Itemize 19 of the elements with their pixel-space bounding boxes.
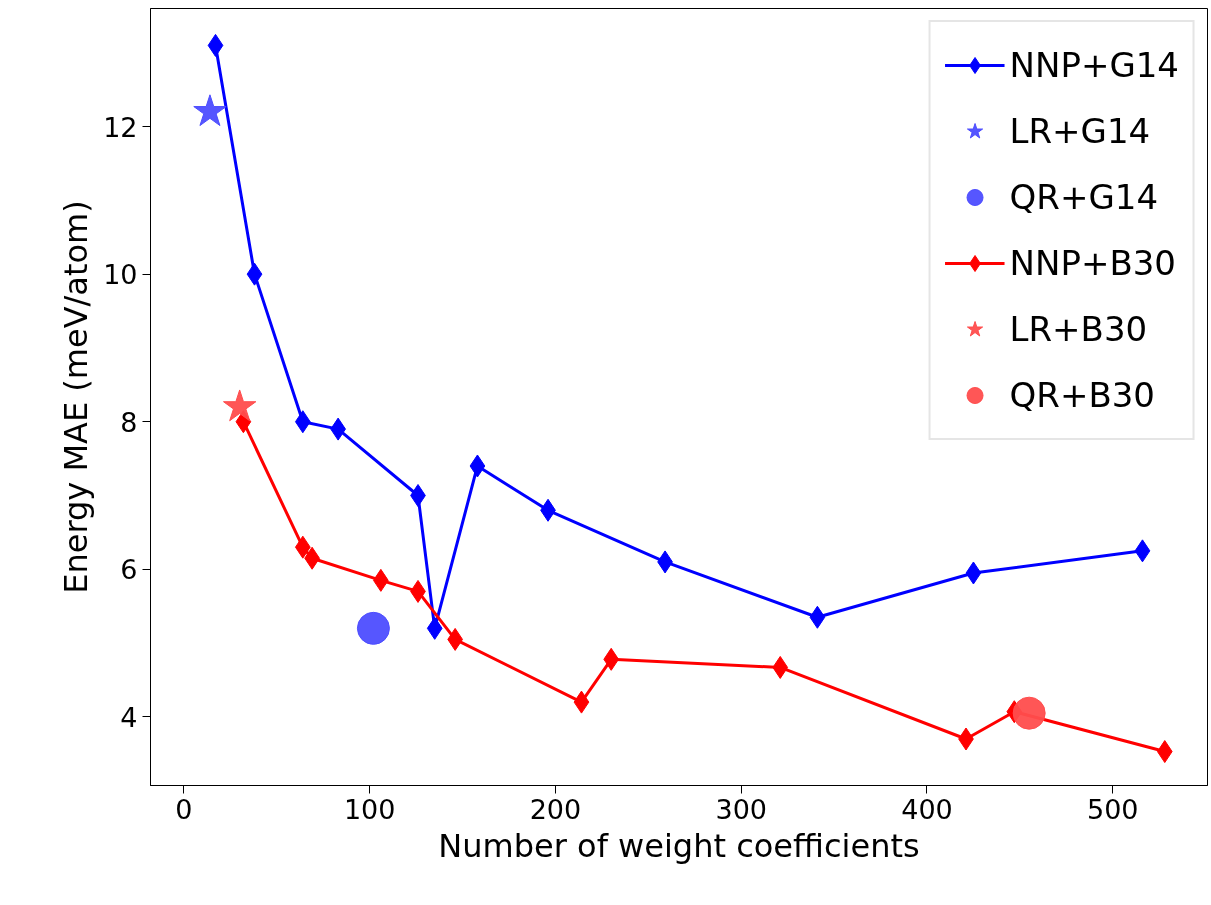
legend-label: LR+G14 [1009,110,1151,153]
x-tick-label: 400 [901,793,953,825]
x-tick-label: 200 [529,793,582,825]
x-tick-label: 300 [715,793,768,825]
legend-label: QR+B30 [1009,374,1155,417]
legend-label: QR+G14 [1009,176,1159,219]
legend-label: NNP+B30 [1009,242,1176,285]
y-tick-label: 6 [120,554,138,586]
legend-label: NNP+G14 [1009,44,1179,87]
x-tick-label: 500 [1086,793,1139,825]
x-axis-title: Number of weight coefficients [438,826,920,865]
legend-label: LR+B30 [1009,308,1148,351]
y-tick-label: 12 [103,111,138,143]
y-tick-label: 8 [120,406,138,438]
y-tick-label: 4 [120,701,138,733]
x-tick-label: 100 [343,793,396,825]
x-tick-label: 0 [175,793,193,825]
y-tick-label: 10 [103,259,138,291]
y-axis-title: Energy MAE (meV/atom) [57,200,96,594]
